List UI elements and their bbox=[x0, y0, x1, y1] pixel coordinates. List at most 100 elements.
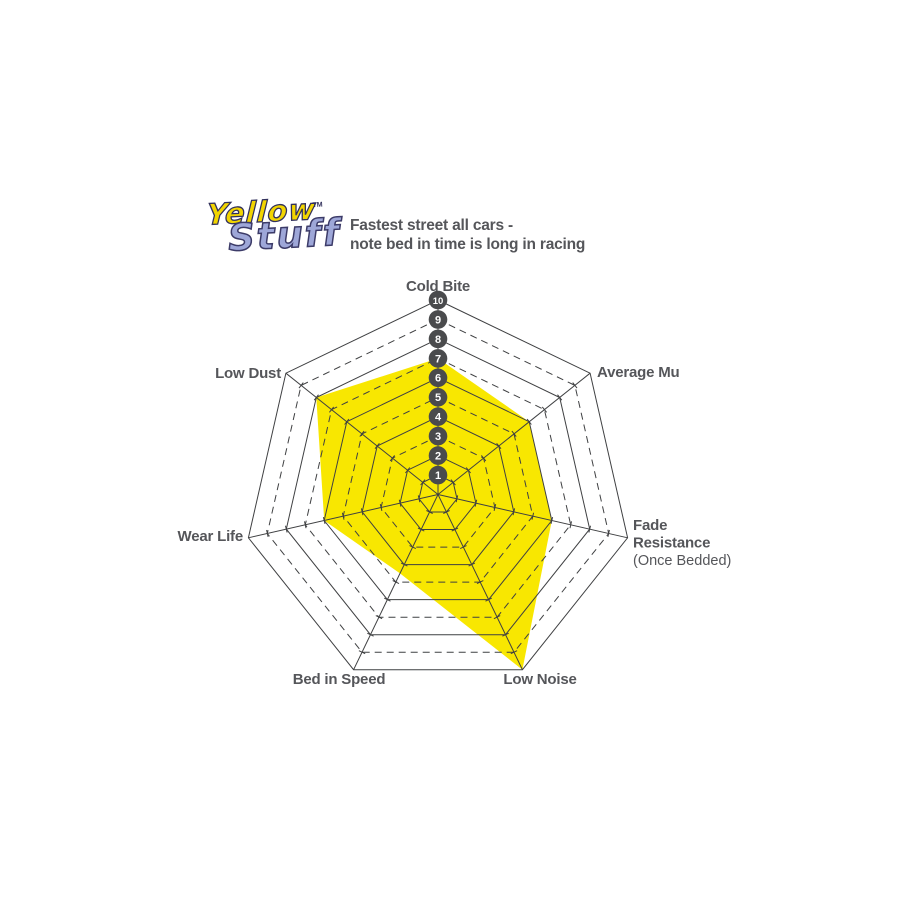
axis-tick bbox=[468, 562, 476, 567]
axis-tick bbox=[550, 516, 554, 525]
axis-tick bbox=[392, 580, 400, 585]
axis-tick bbox=[443, 510, 450, 514]
scale-badge-5 bbox=[428, 388, 448, 407]
axis-label-2: Resistance bbox=[633, 535, 710, 552]
scale-badge-4 bbox=[428, 407, 448, 427]
axis-tick bbox=[266, 529, 269, 538]
scale-badge-label: 9 bbox=[435, 314, 441, 326]
logo-word-stuff: Stuff bbox=[226, 210, 342, 260]
axis-tick bbox=[511, 430, 517, 437]
axis-tick bbox=[512, 508, 516, 516]
axis-tick bbox=[417, 527, 425, 532]
scale-badge-label: 6 bbox=[435, 373, 441, 385]
axis-tick bbox=[329, 406, 335, 413]
axis-tick bbox=[474, 499, 478, 507]
axis-tick bbox=[298, 382, 304, 389]
axis-tick bbox=[459, 545, 467, 550]
scale-badge-1 bbox=[428, 465, 448, 485]
note-line-2: note bed in time is long in racing bbox=[350, 236, 586, 253]
axis-tick bbox=[541, 406, 547, 413]
scale-badge-8 bbox=[428, 329, 448, 349]
grid-ring-4 bbox=[361, 416, 515, 566]
axis-tick bbox=[341, 512, 345, 520]
axis-tick bbox=[379, 503, 383, 512]
axis-tick bbox=[485, 597, 493, 602]
scale-badge-label: 3 bbox=[435, 431, 441, 443]
axis-tick bbox=[374, 442, 380, 450]
grid-ring-7 bbox=[304, 357, 572, 618]
axis-tick bbox=[313, 394, 319, 401]
axis-tick bbox=[322, 516, 326, 525]
axis-tick bbox=[557, 394, 563, 401]
axis-tick bbox=[481, 455, 487, 462]
axis-tick bbox=[398, 499, 402, 507]
axis-tick bbox=[493, 503, 497, 512]
axis-tick bbox=[510, 650, 518, 655]
scale-badge-6 bbox=[428, 368, 448, 388]
axis-label-4: Bed in Speed bbox=[293, 671, 386, 688]
axis-tick bbox=[455, 495, 459, 503]
axis-tick bbox=[607, 529, 610, 538]
scale-badge-7 bbox=[428, 349, 448, 368]
axis-tick bbox=[450, 479, 456, 486]
axis-tick bbox=[465, 467, 471, 474]
scale-badge-3 bbox=[428, 426, 448, 446]
axis-tick bbox=[531, 512, 535, 520]
scale-badge-10 bbox=[428, 290, 448, 310]
axis-tick bbox=[526, 418, 532, 425]
axis-tick bbox=[426, 510, 433, 514]
axis-tick bbox=[389, 455, 395, 462]
axis-tick bbox=[502, 632, 509, 637]
grid-ring-2 bbox=[399, 455, 477, 530]
scale-badge-9 bbox=[428, 310, 448, 329]
axis-tick bbox=[359, 430, 365, 437]
axis-tick bbox=[409, 545, 417, 550]
chart-note: Fastest street all cars - note bed in ti… bbox=[350, 216, 585, 254]
axis-tick bbox=[375, 615, 383, 620]
axis-label-sub-2: (Once Bedded) bbox=[633, 553, 731, 569]
grid-ring-1 bbox=[418, 474, 458, 513]
note-line-1: Fastest street all cars - bbox=[350, 217, 514, 234]
axis-tick bbox=[417, 495, 421, 503]
axis-label-6: Low Dust bbox=[215, 365, 281, 382]
scale-badge-label: 10 bbox=[433, 296, 444, 307]
axis-tick bbox=[496, 442, 502, 450]
grid-ring-5 bbox=[342, 396, 534, 583]
scale-badge-label: 1 bbox=[435, 470, 441, 482]
scale-badge-label: 2 bbox=[435, 451, 441, 463]
axis-label-3: Low Noise bbox=[503, 671, 576, 688]
axis-label-5: Wear Life bbox=[178, 528, 243, 545]
axis-tick bbox=[400, 562, 408, 567]
scale-badge-label: 8 bbox=[435, 334, 441, 346]
scale-badge-label: 4 bbox=[435, 412, 442, 424]
axis-tick bbox=[358, 650, 366, 655]
scale-badge-label: 7 bbox=[435, 353, 441, 365]
axis-tick bbox=[285, 525, 288, 533]
axis-label-2: Fade bbox=[633, 517, 667, 534]
series-polygon-yellowstuff bbox=[316, 358, 552, 670]
scale-badge-2 bbox=[428, 446, 448, 465]
axis-tick bbox=[304, 521, 307, 529]
axis-tick bbox=[420, 479, 426, 486]
grid-ring-9 bbox=[266, 318, 610, 653]
axis-tick bbox=[572, 382, 578, 389]
axis-tick bbox=[476, 580, 484, 585]
axis-tick bbox=[569, 521, 572, 529]
axis-label-1: Average Mu bbox=[597, 364, 680, 381]
axis-tick bbox=[405, 467, 411, 474]
axis-tick bbox=[367, 632, 374, 637]
axis-tick bbox=[451, 527, 459, 532]
axis-tick bbox=[344, 418, 350, 425]
axis-label-0: Cold Bite bbox=[406, 278, 470, 295]
axis-tick bbox=[493, 615, 501, 620]
scale-badge-label: 5 bbox=[435, 392, 441, 404]
axis-tick bbox=[588, 525, 591, 533]
logo-trademark: TM bbox=[312, 201, 323, 210]
grid-ring-6 bbox=[323, 377, 553, 601]
yellowstuff-logo: Yellow TM Stuff bbox=[196, 190, 360, 278]
grid-ring-8 bbox=[285, 338, 591, 636]
axis-tick bbox=[383, 597, 391, 602]
grid-ring-10 bbox=[247, 299, 629, 671]
